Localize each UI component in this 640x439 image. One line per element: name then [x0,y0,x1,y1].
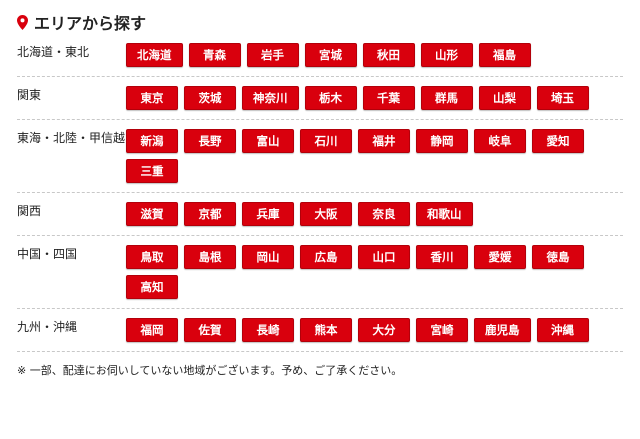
prefecture-button[interactable]: 三重 [126,159,178,183]
prefecture-button[interactable]: 島根 [184,245,236,269]
prefecture-button[interactable]: 京都 [184,202,236,226]
prefecture-button[interactable]: 宮崎 [416,318,468,342]
region-row: 中国・四国 鳥取 島根 岡山 広島 山口 香川 愛媛 徳島高知 [17,236,623,309]
region-label: 関東 [17,88,42,102]
region-row: 九州・沖縄 福岡 佐賀 長崎 熊本 大分 宮崎 鹿児島 沖縄 [17,309,623,352]
prefecture-button[interactable]: 岐阜 [474,129,526,153]
section-title-text: エリアから探す [34,14,147,33]
prefecture-button[interactable]: 沖縄 [536,318,589,342]
region-row: 関東 東京 茨城 神奈川 栃木 千葉 群馬 山梨 埼玉 [17,77,623,120]
prefecture-button[interactable]: 愛媛 [474,245,526,269]
region-row: 北海道・東北 北海道 青森 岩手 宮城 秋田 山形 福島 [17,34,623,77]
prefecture-button[interactable]: 愛知 [532,129,584,153]
region-label: 東海・北陸・甲信越 [17,131,126,145]
prefecture-buttons: 東京 茨城 神奈川 栃木 千葉 群馬 山梨 埼玉 [126,86,606,116]
prefecture-button[interactable]: 高知 [126,275,178,299]
prefecture-button[interactable]: 大阪 [300,202,352,226]
prefecture-button[interactable]: 福井 [358,129,410,153]
prefecture-button[interactable]: 滋賀 [126,202,178,226]
prefecture-button[interactable]: 山口 [358,245,410,269]
section-title: エリアから探す [17,10,623,34]
prefecture-button[interactable]: 富山 [242,129,294,153]
prefecture-button[interactable]: 岩手 [246,43,299,67]
prefecture-button[interactable]: 東京 [126,86,178,110]
region-row: 東海・北陸・甲信越 新潟 長野 富山 石川 福井 静岡 岐阜 愛知三重 [17,120,623,193]
prefecture-button[interactable]: 和歌山 [416,202,473,226]
prefecture-button[interactable]: 長崎 [242,318,294,342]
prefecture-button[interactable]: 徳島 [532,245,584,269]
region-label: 中国・四国 [17,247,78,261]
delivery-note: ※ 一部、配達にお伺いしていない地域がございます。予め、ご了承ください。 [17,364,403,377]
prefecture-button[interactable]: 岡山 [242,245,294,269]
prefecture-button[interactable]: 宮城 [304,43,357,67]
prefecture-buttons: 鳥取 島根 岡山 広島 山口 香川 愛媛 徳島高知 [126,245,606,305]
prefecture-button[interactable]: 山梨 [478,86,531,110]
prefecture-button[interactable]: 兵庫 [242,202,294,226]
region-row: 関西 滋賀 京都 兵庫 大阪 奈良 和歌山 [17,193,623,236]
prefecture-button[interactable]: 秋田 [362,43,415,67]
prefecture-button[interactable]: 香川 [416,245,468,269]
prefecture-button[interactable]: 北海道 [126,43,183,67]
prefecture-button[interactable]: 神奈川 [242,86,299,110]
prefecture-button[interactable]: 福岡 [126,318,178,342]
prefecture-button[interactable]: 広島 [300,245,352,269]
prefecture-button[interactable]: 埼玉 [536,86,589,110]
prefecture-button[interactable]: 石川 [300,129,352,153]
map-pin-icon [17,14,28,30]
prefecture-buttons: 滋賀 京都 兵庫 大阪 奈良 和歌山 [126,202,606,232]
prefecture-button[interactable]: 静岡 [416,129,468,153]
prefecture-button[interactable]: 群馬 [420,86,473,110]
prefecture-buttons: 福岡 佐賀 長崎 熊本 大分 宮崎 鹿児島 沖縄 [126,318,606,348]
prefecture-buttons: 新潟 長野 富山 石川 福井 静岡 岐阜 愛知三重 [126,129,606,189]
prefecture-button[interactable]: 佐賀 [184,318,236,342]
prefecture-button[interactable]: 茨城 [184,86,236,110]
prefecture-button[interactable]: 千葉 [362,86,415,110]
prefecture-buttons: 北海道 青森 岩手 宮城 秋田 山形 福島 [126,43,606,73]
prefecture-button[interactable]: 栃木 [304,86,357,110]
region-label: 九州・沖縄 [17,320,78,334]
prefecture-button[interactable]: 新潟 [126,129,178,153]
prefecture-button[interactable]: 福島 [478,43,531,67]
region-label: 北海道・東北 [17,45,90,59]
prefecture-button[interactable]: 長野 [184,129,236,153]
prefecture-button[interactable]: 奈良 [358,202,410,226]
prefecture-button[interactable]: 青森 [188,43,241,67]
prefecture-button[interactable]: 大分 [358,318,410,342]
prefecture-button[interactable]: 鹿児島 [474,318,531,342]
prefecture-button[interactable]: 山形 [420,43,473,67]
prefecture-button[interactable]: 鳥取 [126,245,178,269]
prefecture-button[interactable]: 熊本 [300,318,352,342]
region-label: 関西 [17,204,42,218]
region-list: 北海道・東北 北海道 青森 岩手 宮城 秋田 山形 福島関東 東京 茨城 神奈川 栃木 千葉 群馬 山梨 埼玉… [17,34,623,352]
